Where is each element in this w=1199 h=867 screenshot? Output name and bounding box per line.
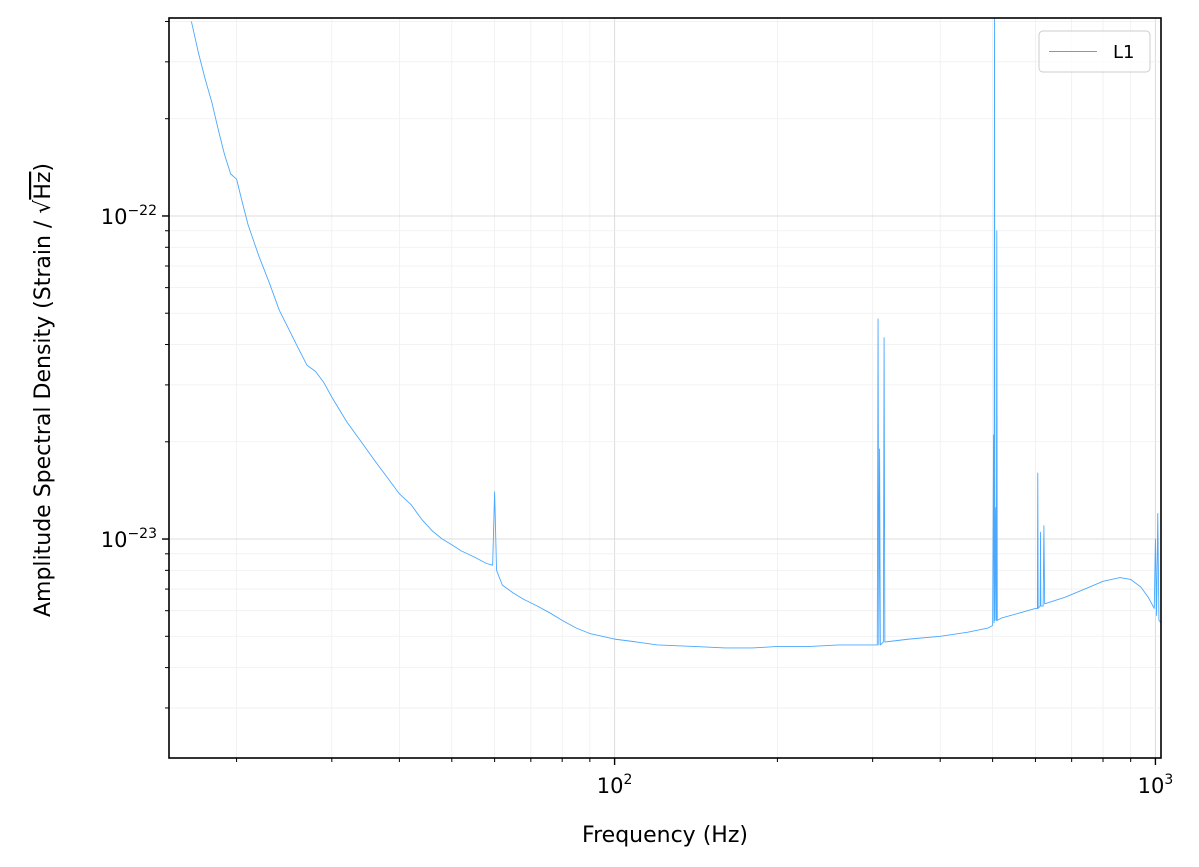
axes-frame: [168, 17, 1162, 759]
ticks: [162, 20, 1157, 765]
y-tick-label-exp: −23: [127, 526, 157, 542]
x-tick-label-exp: 3: [1164, 772, 1173, 788]
series-line-l1: [190, 18, 1161, 649]
y-tick-label-base: 10: [101, 205, 128, 229]
x-tick-label-exp: 2: [624, 772, 633, 788]
x-tick-label: 103: [1138, 772, 1174, 798]
legend-label-l1: L1: [1113, 42, 1134, 63]
y-axis-title-suffix: ): [31, 163, 56, 172]
legend: L1: [1038, 30, 1151, 73]
y-tick-label-exp: −22: [127, 203, 157, 219]
y-axis-title-unit: Hz: [31, 172, 56, 200]
grid: [169, 18, 1161, 758]
y-tick-label: 10−23: [101, 526, 157, 552]
y-axis-title: Amplitude Spectral Density (Strain / √Hz…: [31, 163, 56, 617]
x-tick-label: 102: [597, 772, 633, 798]
y-axis-title-prefix: Amplitude Spectral Density (Strain /: [31, 214, 56, 617]
x-tick-label-base: 10: [1138, 774, 1165, 798]
y-axis-title-sqrt: √: [31, 199, 56, 214]
x-axis-title: Frequency (Hz): [582, 823, 748, 848]
y-tick-label-base: 10: [101, 528, 128, 552]
series-layer: [190, 18, 1161, 649]
x-tick-label-base: 10: [597, 774, 624, 798]
y-tick-label: 10−22: [101, 203, 157, 229]
